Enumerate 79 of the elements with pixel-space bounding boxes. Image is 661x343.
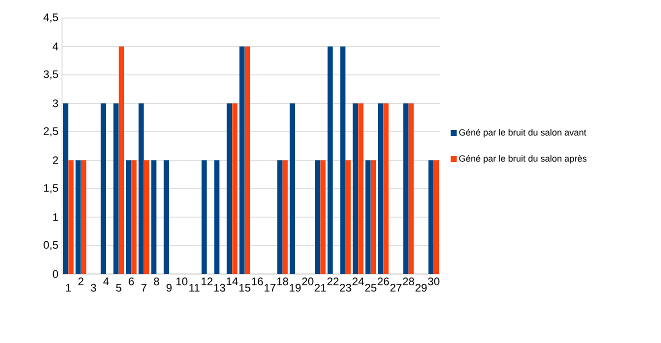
x-tick-label: 4 — [103, 278, 109, 286]
x-tick-label: 7 — [141, 284, 146, 292]
y-tick-label: 0 — [52, 270, 58, 278]
bar — [214, 160, 220, 274]
bar — [126, 160, 132, 274]
bar — [138, 103, 144, 274]
bar — [328, 46, 333, 274]
y-tick-label: 4 — [52, 42, 58, 50]
x-tick-label: 27 — [390, 284, 402, 292]
bar — [131, 160, 137, 274]
bar — [434, 160, 440, 274]
bar — [239, 46, 245, 274]
bar — [358, 103, 364, 274]
bar — [383, 103, 389, 274]
bar — [232, 103, 238, 274]
x-tick-label: 30 — [428, 278, 440, 286]
bar — [315, 160, 320, 274]
x-tick-label: 14 — [226, 278, 238, 286]
y-tick-label: 1 — [53, 213, 58, 221]
x-tick-label: 9 — [166, 284, 172, 292]
bar — [244, 46, 250, 274]
x-tick-label: 13 — [214, 284, 226, 292]
bar — [290, 103, 296, 274]
bar — [76, 160, 81, 274]
y-tick-label: 2 — [52, 156, 58, 164]
bar — [408, 103, 414, 274]
bar — [202, 160, 207, 274]
x-tick-label: 1 — [66, 284, 71, 292]
bar — [428, 160, 434, 274]
bar — [113, 103, 119, 274]
x-tick-label: 23 — [340, 284, 352, 292]
x-tick-label: 11 — [189, 284, 200, 292]
x-tick-label: 3 — [90, 284, 96, 292]
x-tick-label: 24 — [352, 278, 364, 286]
bar — [340, 46, 346, 274]
bar — [282, 160, 288, 274]
x-tick-label: 28 — [402, 278, 414, 286]
x-tick-label: 18 — [277, 278, 288, 286]
bar — [370, 160, 376, 274]
bar — [63, 103, 68, 274]
y-tick-label: 2,5 — [44, 127, 58, 136]
x-tick-label: 16 — [252, 278, 263, 286]
x-tick-label: 8 — [154, 278, 160, 286]
x-tick-label: 2 — [78, 278, 84, 286]
x-tick-label: 21 — [314, 284, 326, 292]
bar — [118, 46, 124, 274]
x-tick-label: 6 — [128, 278, 134, 286]
x-tick-label: 5 — [116, 284, 122, 292]
bar — [277, 160, 282, 274]
x-tick-label: 29 — [416, 284, 427, 292]
legend-label: Géné par le bruit du salon avant — [459, 128, 586, 138]
y-tick-label: 0,5 — [44, 241, 58, 250]
bar — [100, 103, 106, 274]
x-tick-label: 20 — [302, 278, 314, 286]
x-tick-label: 19 — [290, 284, 301, 292]
bar — [144, 160, 150, 274]
bar — [365, 160, 371, 274]
x-tick-label: 10 — [176, 278, 188, 286]
bar — [352, 103, 358, 274]
legend-label: Géné par le bruit du salon après — [459, 154, 586, 164]
x-tick-label: 17 — [264, 284, 276, 292]
bar — [164, 160, 170, 274]
bar — [226, 103, 232, 274]
y-tick-label: 3,5 — [44, 70, 58, 80]
bar — [81, 160, 86, 274]
x-tick-label: 22 — [327, 278, 338, 286]
x-tick-label: 12 — [202, 278, 212, 286]
bar — [320, 160, 326, 274]
bar — [346, 160, 351, 274]
y-tick-label: 1,5 — [44, 184, 58, 194]
bar — [403, 103, 408, 274]
y-tick-label: 3 — [52, 99, 58, 108]
x-tick-label: 15 — [239, 284, 250, 292]
bar — [378, 103, 384, 274]
x-tick-label: 26 — [378, 278, 389, 286]
bar — [151, 160, 156, 274]
y-tick-label: 4,5 — [44, 14, 58, 22]
bar — [68, 160, 74, 274]
x-tick-label: 25 — [365, 284, 376, 292]
